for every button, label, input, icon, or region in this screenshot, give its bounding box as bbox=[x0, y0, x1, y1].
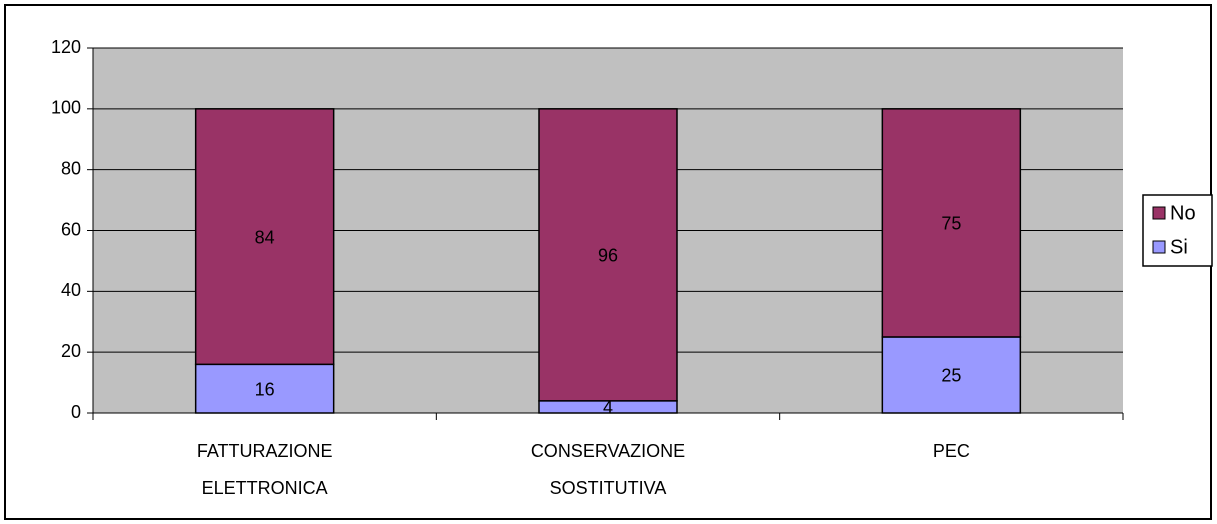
y-tick-label: 100 bbox=[51, 98, 81, 118]
data-label: 75 bbox=[941, 214, 961, 234]
y-tick-label: 80 bbox=[61, 158, 81, 178]
legend-label: No bbox=[1170, 202, 1196, 224]
bar-segment bbox=[194, 108, 335, 366]
bar-segment bbox=[538, 108, 678, 402]
data-label: 16 bbox=[255, 379, 275, 399]
x-tick-label: CONSERVAZIONE bbox=[531, 441, 685, 461]
x-tick-label: FATTURAZIONE bbox=[197, 441, 333, 461]
data-label: 84 bbox=[255, 227, 275, 247]
bar-segment bbox=[194, 363, 335, 414]
legend-swatch bbox=[1152, 206, 1166, 220]
legend-label: Si bbox=[1170, 236, 1188, 258]
y-tick-label: 40 bbox=[61, 280, 81, 300]
y-tick-label: 60 bbox=[61, 219, 81, 239]
y-tick-label: 0 bbox=[71, 402, 81, 422]
y-tick-label: 20 bbox=[61, 341, 81, 361]
x-tick-label: PEC bbox=[933, 441, 970, 461]
y-tick-label: 120 bbox=[51, 37, 81, 57]
x-tick-label: SOSTITUTIVA bbox=[550, 478, 667, 498]
bar-segment bbox=[881, 336, 1022, 414]
data-label: 4 bbox=[603, 398, 613, 418]
x-tick-label: ELETTRONICA bbox=[202, 478, 328, 498]
data-label: 25 bbox=[941, 366, 961, 386]
data-label: 96 bbox=[598, 246, 618, 266]
bar-segment bbox=[881, 108, 1022, 338]
legend-swatch bbox=[1152, 240, 1166, 254]
